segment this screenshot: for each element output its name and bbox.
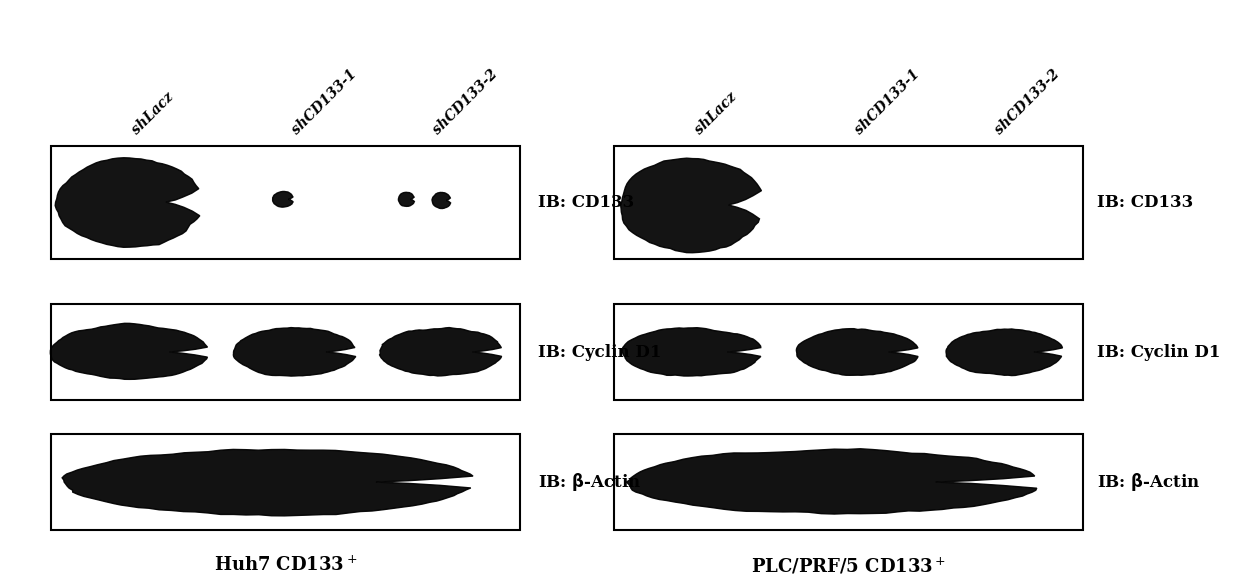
Polygon shape	[56, 158, 199, 247]
Polygon shape	[51, 324, 207, 380]
Text: IB: $\bf{\beta}$-Actin: IB: $\bf{\beta}$-Actin	[538, 471, 641, 493]
Bar	[51, 146, 520, 259]
Text: IB: $\bf{\beta}$-Actin: IB: $\bf{\beta}$-Actin	[1097, 471, 1201, 493]
Text: shCD133-2: shCD133-2	[430, 67, 499, 137]
Polygon shape	[233, 328, 356, 376]
Text: IB: CD133: IB: CD133	[538, 194, 634, 210]
Text: shLacz: shLacz	[693, 90, 740, 137]
Polygon shape	[273, 191, 292, 207]
Text: shCD133-1: shCD133-1	[852, 67, 922, 137]
Text: shLacz: shLacz	[130, 90, 177, 137]
Polygon shape	[797, 329, 918, 375]
Bar	[51, 304, 520, 400]
Text: IB: Cyclin D1: IB: Cyclin D1	[1097, 343, 1220, 360]
Polygon shape	[399, 192, 414, 206]
Polygon shape	[432, 192, 451, 209]
Text: PLC/PRF/5 CD133$^+$: PLC/PRF/5 CD133$^+$	[751, 556, 947, 576]
Bar	[613, 146, 1083, 259]
Polygon shape	[627, 449, 1037, 514]
Polygon shape	[621, 158, 762, 253]
Bar	[613, 304, 1083, 400]
Bar	[51, 434, 520, 530]
Bar	[613, 434, 1083, 530]
Text: Huh7 CD133$^+$: Huh7 CD133$^+$	[214, 556, 357, 575]
Polygon shape	[622, 328, 761, 376]
Polygon shape	[62, 449, 473, 516]
Text: shCD133-1: shCD133-1	[289, 67, 359, 137]
Text: IB: CD133: IB: CD133	[1097, 194, 1193, 210]
Text: IB: Cyclin D1: IB: Cyclin D1	[538, 343, 662, 360]
Polygon shape	[379, 328, 502, 376]
Polygon shape	[947, 329, 1063, 375]
Text: shCD133-2: shCD133-2	[992, 67, 1063, 137]
